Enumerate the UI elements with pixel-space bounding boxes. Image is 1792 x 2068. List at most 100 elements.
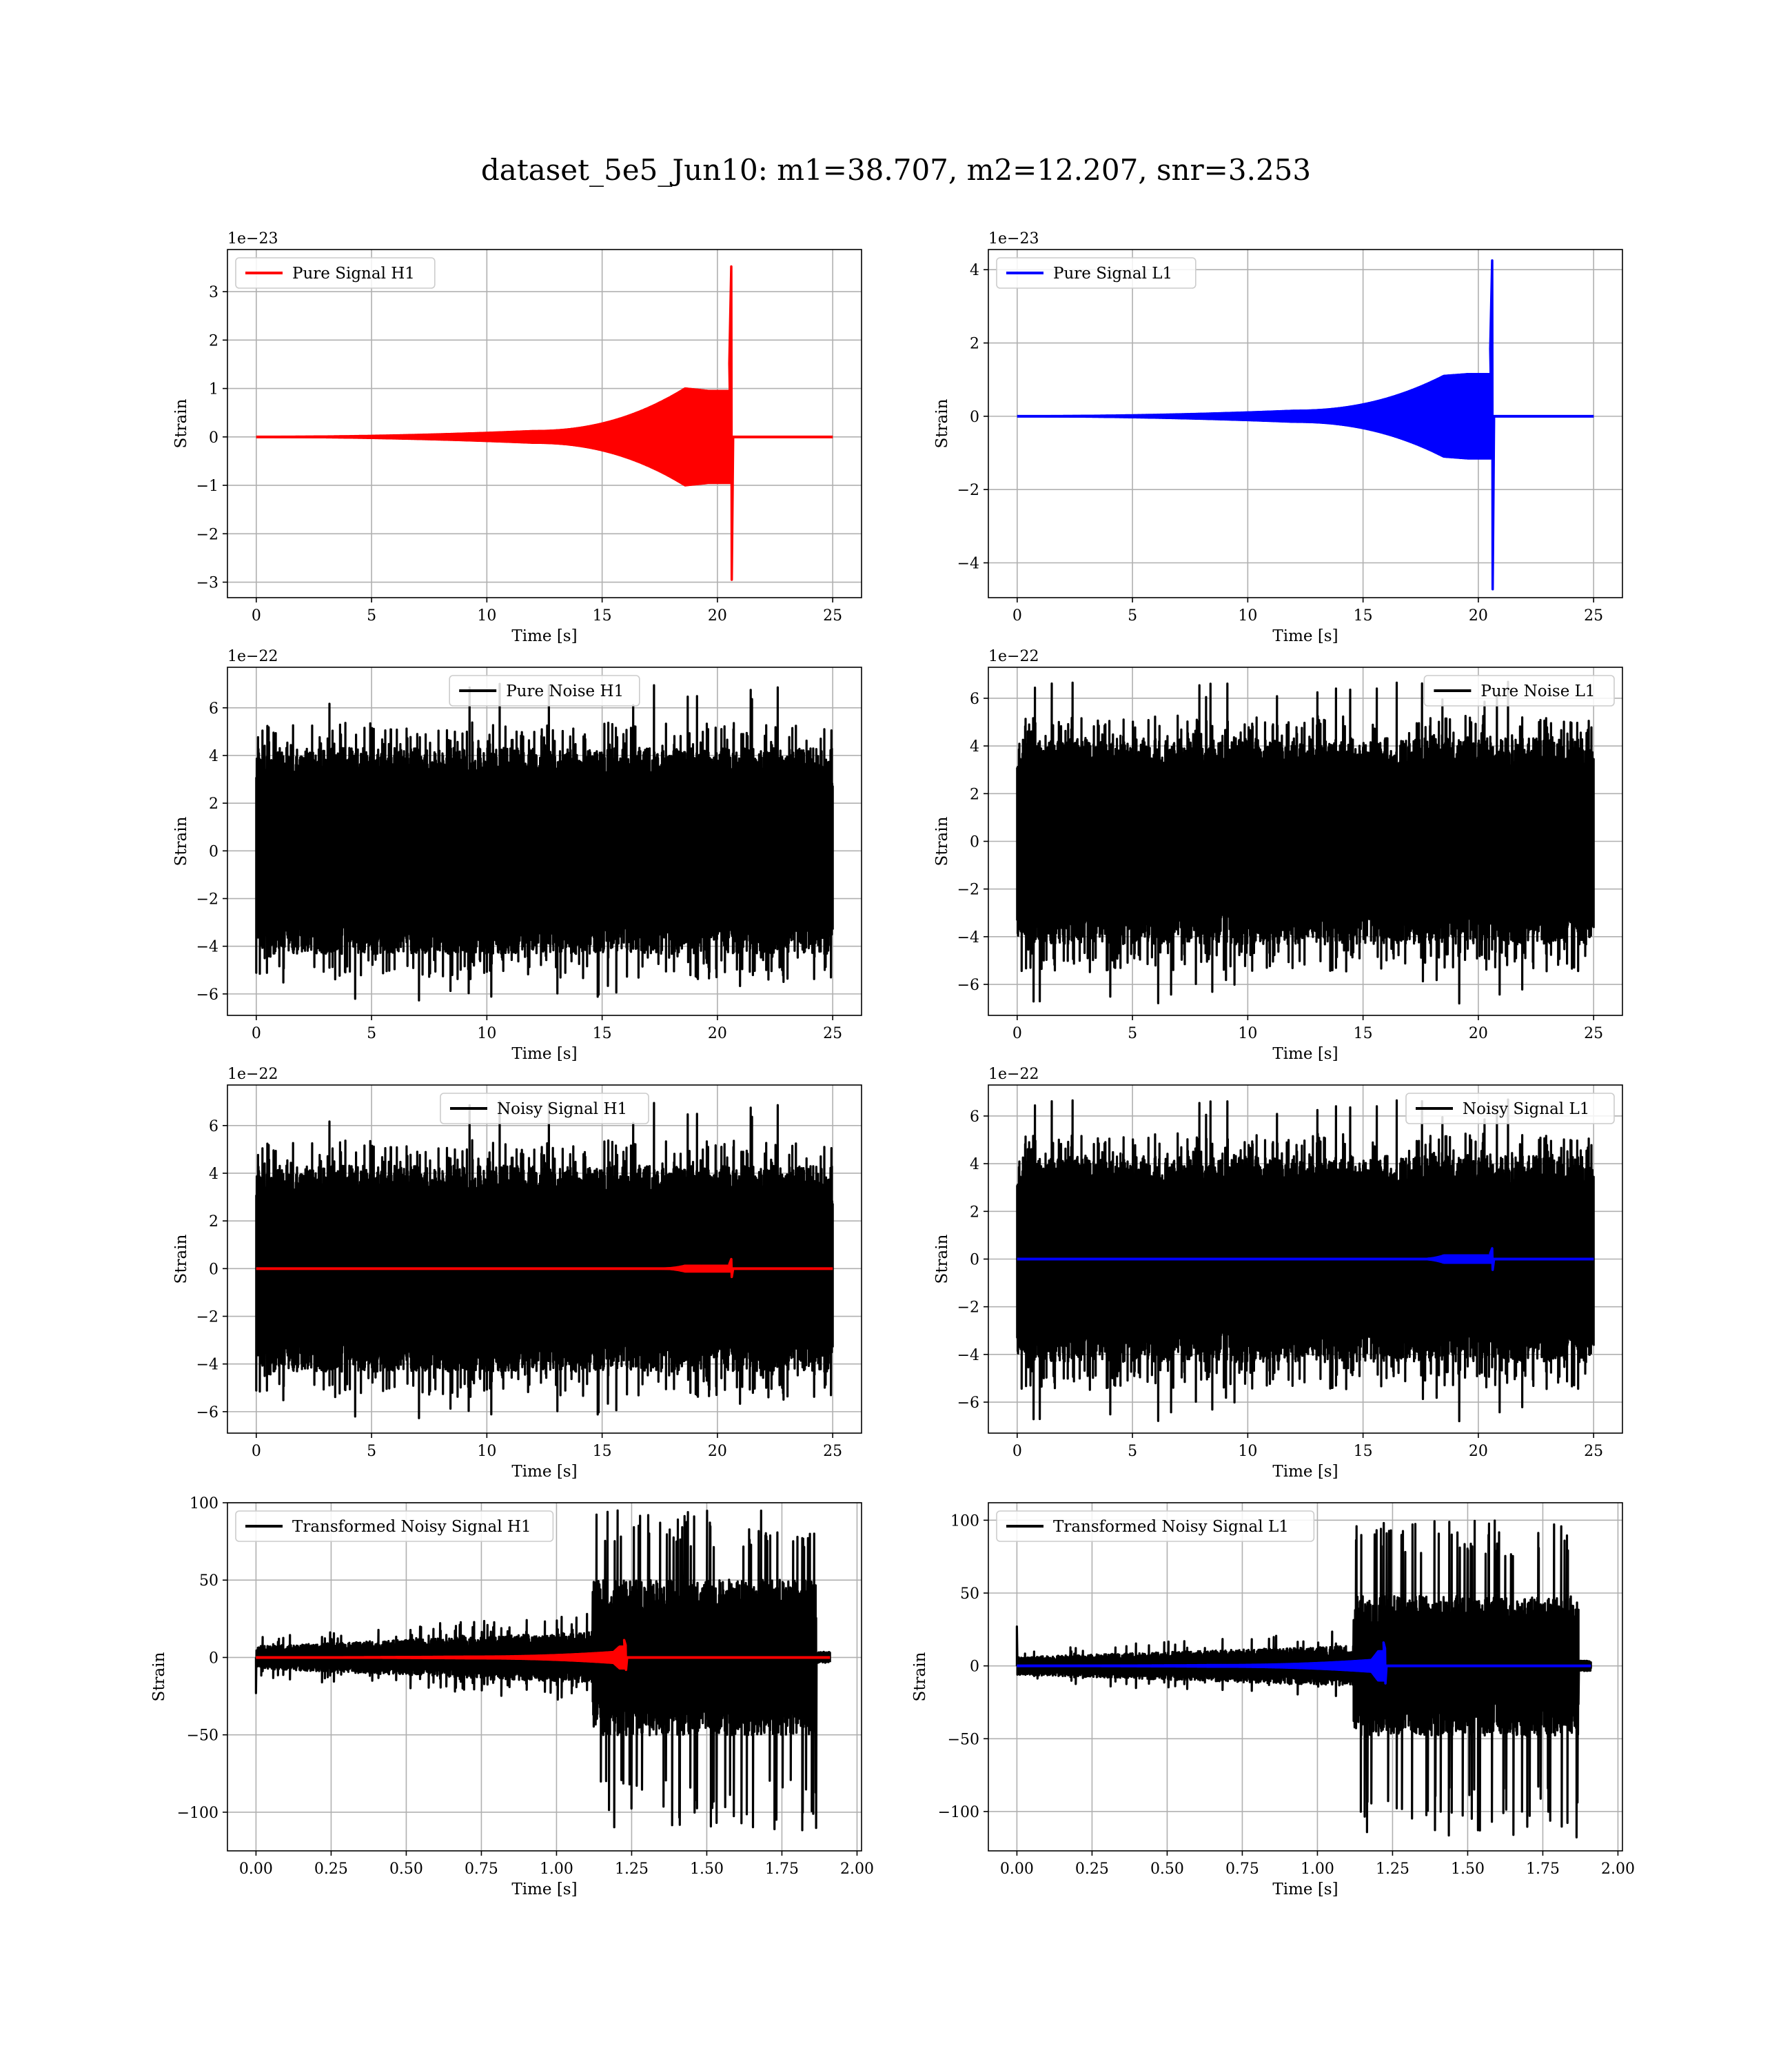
y-tick-label: −1 — [196, 478, 218, 495]
series-line-0 — [255, 1100, 834, 1419]
y-tick-label: −4 — [196, 1357, 218, 1374]
legend-label: Transformed Noisy Signal L1 — [1053, 1518, 1289, 1536]
x-tick-label: 15 — [593, 607, 612, 625]
x-tick-label: 5 — [1128, 1443, 1137, 1460]
y-tick-label: 4 — [209, 748, 218, 765]
x-tick-label: 0 — [1012, 1443, 1022, 1460]
y-tick-label: 100 — [950, 1512, 979, 1530]
y-offset-text: 1e−22 — [227, 1066, 278, 1083]
y-tick-label: −100 — [938, 1804, 979, 1821]
legend-label: Transformed Noisy Signal H1 — [292, 1518, 531, 1536]
x-axis-label: Time [s] — [511, 627, 577, 645]
x-tick-label: 1.00 — [540, 1861, 573, 1878]
axes-frame — [227, 1502, 862, 1852]
x-tick-label: 0 — [1012, 1025, 1022, 1042]
x-tick-label: 5 — [367, 1443, 376, 1460]
series-line-0 — [254, 1509, 831, 1832]
y-tick-label: 3 — [209, 284, 218, 301]
legend: Noisy Signal H1 — [440, 1093, 649, 1124]
x-axis-label: Time [s] — [1272, 1045, 1338, 1063]
x-tick-label: 1.50 — [1451, 1861, 1485, 1878]
series-line-0 — [1015, 1519, 1592, 1838]
series-line-0 — [256, 265, 833, 581]
panel-pure-noise-l1: 0 5 10 15 20 25 −6 −4 −2 0 2 4 6 1e−22 Time [s] Strain P… — [899, 640, 1629, 1067]
x-axis-label: Time [s] — [1272, 1463, 1338, 1481]
y-tick-label: 0 — [209, 429, 218, 447]
y-tick-label: −4 — [957, 929, 979, 946]
chart-svg: 0 5 10 15 20 25 −3 −2 −1 0 1 2 3 1e−23 Time [s] Strain P… — [172, 230, 862, 645]
x-tick-label: 20 — [708, 1443, 727, 1460]
x-tick-label: 2.00 — [840, 1861, 874, 1878]
legend: Transformed Noisy Signal L1 — [996, 1510, 1315, 1542]
x-tick-label: 0.75 — [1225, 1861, 1259, 1878]
x-tick-label: 25 — [1584, 1443, 1603, 1460]
y-tick-label: 6 — [209, 700, 218, 718]
x-tick-label: 0 — [252, 1025, 261, 1042]
legend: Pure Noise H1 — [449, 675, 640, 707]
y-offset-text: 1e−22 — [227, 648, 278, 665]
legend: Pure Noise L1 — [1423, 675, 1615, 707]
y-offset-text: 1e−23 — [227, 230, 278, 247]
legend-label: Pure Signal H1 — [292, 265, 415, 283]
y-tick-label: 2 — [209, 795, 218, 813]
x-tick-label: 20 — [708, 1025, 727, 1042]
panel-noisy-signal-l1: 0 5 10 15 20 25 −6 −4 −2 0 2 4 6 1e−22 Time [s] Strain N… — [899, 1057, 1629, 1485]
x-axis-label: Time [s] — [511, 1045, 577, 1063]
y-tick-label: −50 — [187, 1727, 218, 1745]
x-tick-label: 20 — [1469, 607, 1488, 625]
y-tick-label: 2 — [970, 786, 979, 803]
legend-label: Pure Noise L1 — [1480, 682, 1595, 700]
y-axis-label: Strain — [933, 1234, 951, 1284]
x-axis-label: Time [s] — [1272, 627, 1338, 645]
legend: Pure Signal L1 — [996, 257, 1197, 289]
x-tick-label: 0.75 — [465, 1861, 498, 1878]
x-tick-label: 1.25 — [615, 1861, 649, 1878]
y-offset-text: 1e−22 — [988, 1066, 1039, 1083]
legend-label: Noisy Signal L1 — [1463, 1100, 1589, 1118]
y-tick-label: 4 — [970, 262, 979, 279]
axes-frame — [988, 1502, 1623, 1852]
y-tick-label: −100 — [177, 1805, 218, 1822]
y-tick-label: −3 — [196, 575, 218, 592]
y-tick-label: 0 — [970, 1659, 979, 1676]
y-tick-label: 50 — [960, 1585, 979, 1603]
chart-svg: 0 5 10 15 20 25 −6 −4 −2 0 2 4 6 1e−22 Time [s] Strain N… — [933, 1066, 1623, 1481]
y-tick-label: −2 — [196, 526, 218, 543]
y-tick-label: 6 — [209, 1118, 218, 1135]
series-line-0 — [255, 682, 834, 1002]
x-tick-label: 10 — [477, 1443, 496, 1460]
x-tick-label: 15 — [1354, 1443, 1373, 1460]
x-tick-label: 0.25 — [314, 1861, 348, 1878]
x-tick-label: 5 — [367, 1025, 376, 1042]
chart-svg: 0 5 10 15 20 25 −6 −4 −2 0 2 4 6 1e−22 Time [s] Strain N… — [172, 1066, 862, 1481]
legend-label: Pure Signal L1 — [1053, 265, 1172, 283]
panel-pure-noise-h1: 0 5 10 15 20 25 −6 −4 −2 0 2 4 6 1e−22 Time [s] Strain P… — [138, 640, 868, 1067]
x-tick-label: 10 — [477, 1025, 496, 1042]
y-tick-label: −6 — [196, 986, 218, 1004]
x-tick-label: 20 — [1469, 1025, 1488, 1042]
axes-frame — [227, 249, 862, 598]
panel-noisy-signal-h1: 0 5 10 15 20 25 −6 −4 −2 0 2 4 6 1e−22 Time [s] Strain N… — [138, 1057, 868, 1485]
x-tick-label: 5 — [1128, 1025, 1137, 1042]
y-tick-label: −2 — [957, 482, 979, 499]
y-tick-label: 0 — [970, 1252, 979, 1269]
y-axis-label: Strain — [172, 816, 190, 866]
x-tick-label: 2.00 — [1601, 1861, 1635, 1878]
x-tick-label: 25 — [823, 607, 842, 625]
x-tick-label: 0.50 — [389, 1861, 423, 1878]
x-tick-label: 0.00 — [239, 1861, 273, 1878]
y-tick-label: −6 — [957, 1395, 979, 1412]
x-tick-label: 5 — [367, 607, 376, 625]
x-tick-label: 1.75 — [1526, 1861, 1560, 1878]
x-tick-label: 10 — [1238, 607, 1257, 625]
y-tick-label: −4 — [196, 939, 218, 956]
chart-svg: 0 5 10 15 20 25 −4 −2 0 2 4 1e−23 Time [s] Strain Pure… — [933, 230, 1623, 645]
y-tick-label: −2 — [196, 891, 218, 909]
legend-label: Noisy Signal H1 — [497, 1100, 627, 1118]
legend-label: Pure Noise H1 — [506, 682, 624, 700]
y-tick-label: −2 — [196, 1309, 218, 1326]
x-tick-label: 0.50 — [1150, 1861, 1184, 1878]
y-tick-label: −50 — [948, 1731, 979, 1748]
x-tick-label: 15 — [1354, 607, 1373, 625]
x-tick-label: 10 — [1238, 1443, 1257, 1460]
